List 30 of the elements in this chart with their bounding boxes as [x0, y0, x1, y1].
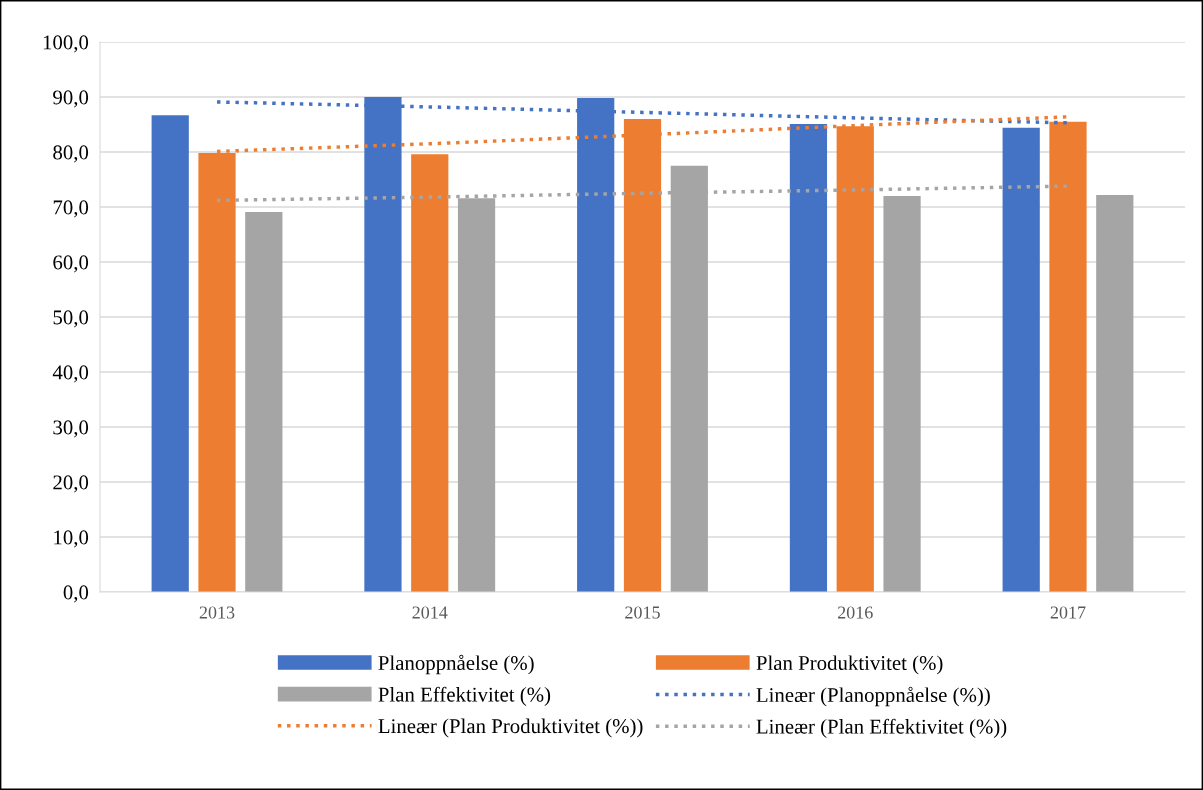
x-tick-label: 2017	[1050, 606, 1086, 619]
y-tick-label: 50,0	[53, 310, 89, 328]
bar	[151, 115, 189, 592]
legend-label: Lineær (Planoppnåelse (%))	[756, 686, 990, 707]
y-tick-label: 90,0	[53, 90, 89, 108]
x-tick-label: 2016	[837, 606, 873, 619]
bar	[883, 196, 921, 592]
x-tick-label: 2014	[412, 606, 448, 619]
legend-label: Plan Produktivitet (%)	[756, 655, 943, 675]
x-tick-label: 2013	[199, 606, 235, 619]
y-tick-label: 60,0	[53, 255, 89, 273]
y-tick-label: 70,0	[53, 200, 89, 218]
bar	[411, 154, 449, 592]
y-tick-label: 80,0	[53, 145, 89, 163]
bar	[245, 211, 283, 592]
y-tick-label: 30,0	[53, 420, 89, 438]
legend-label: Lineær (Plan Effektivitet (%))	[756, 718, 1007, 738]
y-tick-label: 10,0	[54, 530, 89, 548]
y-tick-label: 20,0	[53, 475, 89, 493]
bar	[1049, 121, 1087, 592]
y-tick-label: 40,0	[52, 365, 89, 383]
bar	[789, 123, 828, 592]
legend-label: Plan Effektivitet (%)	[378, 686, 551, 706]
x-tick-label: 2015	[625, 606, 660, 619]
legend-label: Lineær (Plan Produktivitet (%))	[378, 718, 643, 738]
bar	[1096, 194, 1134, 592]
legend-label: Planoppnåelse (%)	[378, 654, 534, 675]
y-tick-label: 100,0	[43, 35, 89, 53]
bar	[1002, 127, 1040, 592]
y-tick-label: 0,0	[63, 585, 89, 603]
